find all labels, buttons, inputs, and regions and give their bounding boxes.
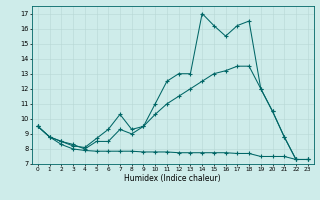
X-axis label: Humidex (Indice chaleur): Humidex (Indice chaleur)	[124, 174, 221, 183]
